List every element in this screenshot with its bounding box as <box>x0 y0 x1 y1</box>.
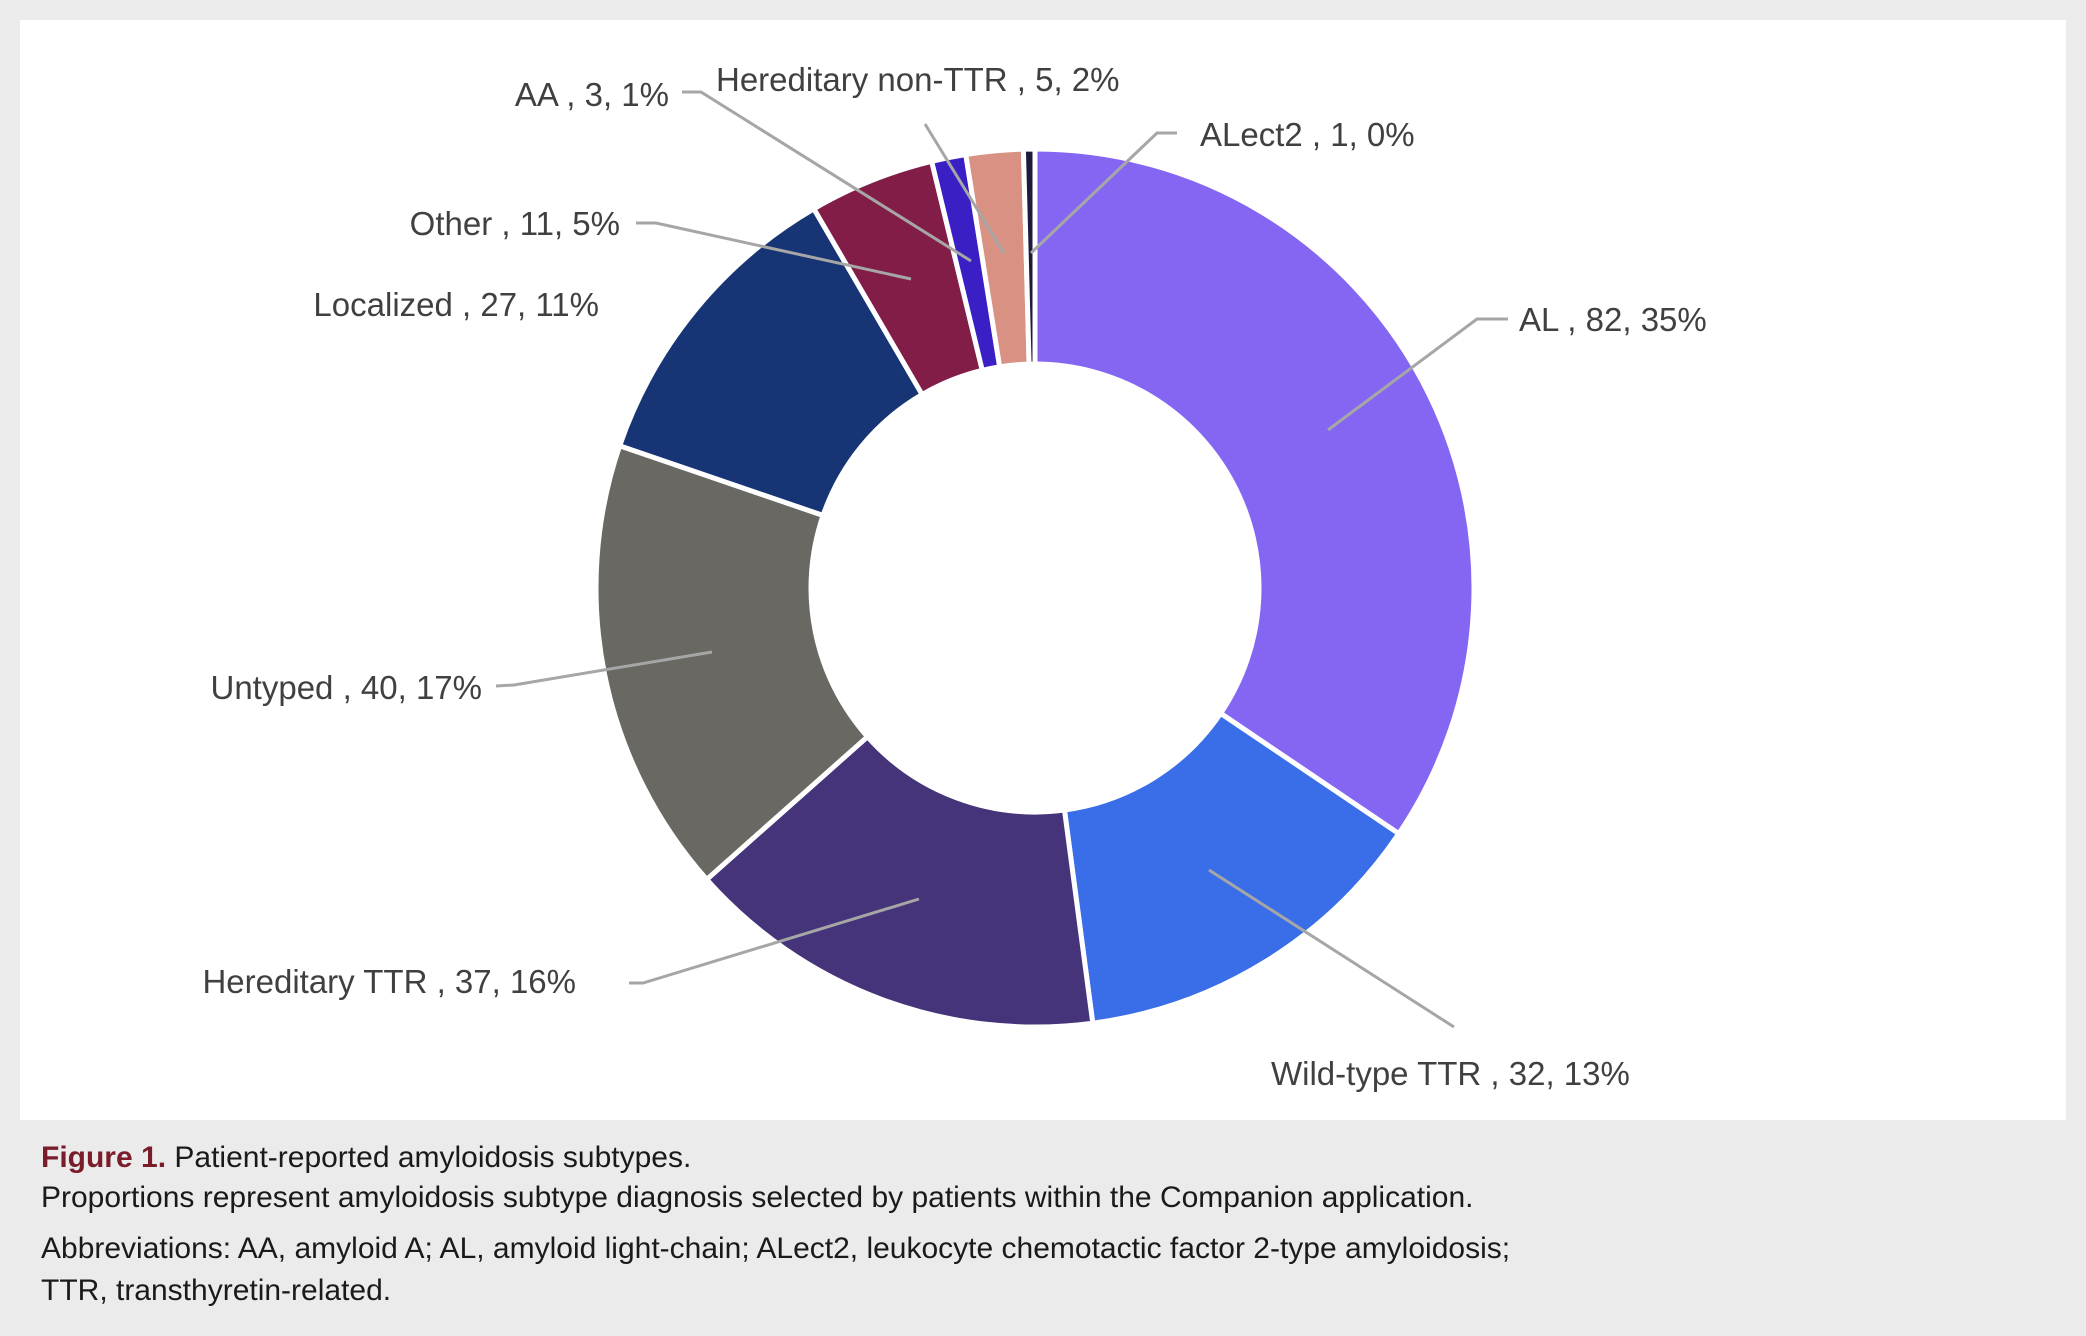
data-label-untyped: Untyped , 40, 17% <box>210 669 482 706</box>
slice-alect2 <box>1020 146 1038 367</box>
leader-line-hereditary-non-ttr <box>923 123 1006 254</box>
leader-line-other <box>636 221 912 281</box>
data-label-alect2: ALect2 , 1, 0% <box>1200 116 1415 153</box>
data-label-aa: AA , 3, 1% <box>515 76 669 113</box>
figure-label: Figure 1. <box>41 1141 167 1174</box>
data-label-hereditary-ttr: Hereditary TTR , 37, 16% <box>202 963 576 1000</box>
slice-hereditary-ttr <box>703 733 1096 1030</box>
leader-line-untyped <box>495 650 713 688</box>
data-label-al: AL , 82, 35% <box>1519 301 1707 338</box>
data-label-other: Other , 11, 5% <box>410 205 620 242</box>
leader-line-al <box>1327 317 1508 432</box>
caption-line: Proportions represent amyloidosis subtyp… <box>41 1181 1474 1214</box>
data-label-localized: Localized , 27, 11% <box>313 286 599 323</box>
caption-line: Abbreviations: AA, amyloid A; AL, amyloi… <box>41 1232 1511 1265</box>
slice-untyped <box>593 442 872 883</box>
leader-line-hereditary-ttr <box>629 897 920 985</box>
data-label-hereditary-non-ttr: Hereditary non-TTR , 5, 2% <box>716 61 1119 98</box>
caption-line: TTR, transthyretin-related. <box>41 1274 392 1307</box>
slice-localized <box>616 205 926 519</box>
slice-al <box>1032 146 1477 838</box>
data-label-wild-type-ttr: Wild-type TTR , 32, 13% <box>1271 1055 1630 1092</box>
leader-line-wild-type-ttr <box>1208 868 1455 1029</box>
donut-chart: AL , 82, 35% Wild-type TTR , 32, 13% Hered… <box>202 61 1707 1092</box>
leader-line-aa <box>682 90 972 263</box>
leader-line-alect2 <box>1029 131 1177 255</box>
chart-panel: AL , 82, 35% Wild-type TTR , 32, 13% Hered… <box>20 20 2066 1120</box>
figure-title: Patient-reported amyloidosis subtypes. <box>174 1141 692 1174</box>
slice-wild-type-ttr <box>1061 709 1403 1026</box>
